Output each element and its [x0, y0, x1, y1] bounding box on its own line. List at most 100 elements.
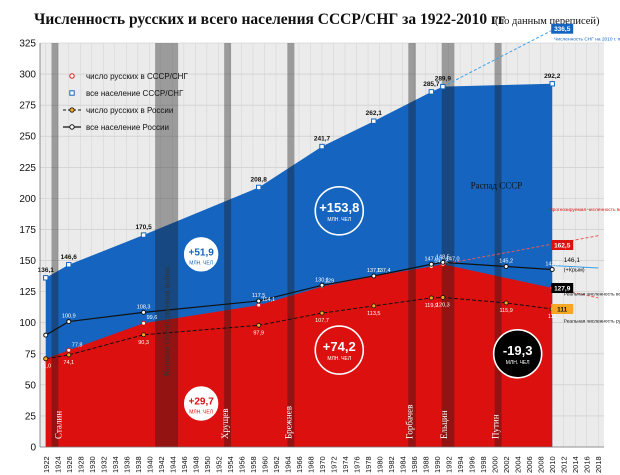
point-russians-russia: [503, 300, 509, 306]
point-russia-total: [549, 266, 555, 272]
label-russians-russia: 74,1: [63, 360, 74, 366]
projection-value: 127,9: [554, 286, 571, 293]
point-total-ussr: [549, 81, 555, 87]
label-total-ussr: 136,1: [38, 267, 55, 274]
point-russia-total: [319, 282, 325, 288]
bubble-circle: [314, 186, 365, 236]
bubble-circle: [182, 235, 220, 274]
y-tick-label: 0: [30, 443, 36, 454]
label-russia-total: 108,3: [137, 304, 151, 310]
bubble-value: +74,2: [323, 339, 356, 354]
label-total-ussr: 292,2: [544, 73, 561, 80]
x-tick-label: 1958: [249, 456, 258, 473]
point-russians-russia: [428, 295, 434, 301]
legend-marker: [69, 90, 75, 96]
era-band: [441, 43, 455, 447]
projection-value: 162,5: [554, 243, 571, 250]
x-tick-label: 2002: [502, 456, 511, 473]
label-russia-total: 100,9: [62, 314, 76, 320]
label-russia-total: 137,6: [367, 268, 381, 274]
label-russia-total: 145,2: [499, 259, 513, 265]
bubble-circle: [182, 384, 220, 423]
x-tick-label: 2012: [560, 456, 569, 473]
x-tick-label: 1932: [99, 456, 108, 473]
x-tick-label: 1984: [399, 456, 408, 473]
x-tick-label: 1976: [353, 456, 362, 473]
era-band: [155, 43, 179, 447]
x-tick-label: 1928: [76, 456, 85, 473]
bubble-unit: МЛН. ЧЕЛ: [189, 260, 213, 266]
x-tick-label: 1988: [422, 456, 431, 473]
point-total-ussr: [428, 89, 435, 95]
point-total-ussr: [255, 184, 262, 191]
projection-box: [551, 283, 574, 294]
point-russians-russia: [66, 352, 72, 358]
point-russians-ussr: [66, 347, 72, 353]
x-tick-label: 1994: [456, 456, 465, 473]
projection-value: 336,5: [554, 26, 571, 33]
x-tick-label: 2004: [514, 456, 523, 473]
leader-label: Брежнев: [283, 406, 293, 439]
era-band: [287, 43, 295, 447]
x-tick-label: 2016: [583, 456, 592, 473]
point-total-ussr: [319, 143, 325, 150]
chart-title: Численность русских и всего населения СС…: [34, 11, 505, 28]
x-tick-label: 1962: [272, 456, 281, 473]
bubble-unit: МЛН. ЧЕЛ: [327, 356, 351, 362]
x-tick-label: 1978: [364, 456, 373, 473]
x-tick-label: 1998: [479, 456, 488, 473]
y-tick-label: 50: [25, 380, 37, 391]
x-tick-label: 1924: [53, 456, 62, 473]
point-russia-total: [141, 309, 147, 315]
label-russians-ussr: 129: [325, 279, 334, 285]
label-russians-russia: 71,0: [40, 364, 51, 370]
point-russia-total: [428, 261, 434, 267]
x-tick-label: 1948: [191, 456, 200, 473]
label-russia-total: 130,1: [315, 277, 329, 283]
x-tick-label: 2000: [491, 456, 500, 473]
point-russians-russia: [141, 332, 146, 338]
point-russia-total: [66, 319, 72, 325]
bubble-value: +153,8: [319, 200, 359, 215]
x-tick-label: 1950: [203, 456, 212, 473]
y-tick-label: 275: [19, 101, 36, 112]
x-tick-label: 1942: [157, 456, 166, 473]
x-tick-label: 1964: [283, 456, 292, 473]
leader-label: Ельцин: [439, 410, 449, 439]
label-russia-total: 117,5: [252, 293, 265, 299]
point-russians-ussr: [256, 302, 262, 308]
label-russians-ussr: 147,0: [446, 256, 460, 262]
leader-label: Горбачев: [404, 405, 414, 439]
projection-text: Численность СНГ на 2010 г. по прогнозу Г…: [554, 37, 620, 43]
collapse-label: Распад СССР: [471, 180, 523, 190]
point-russians-russia: [256, 322, 262, 328]
x-tick-label: 1930: [88, 456, 97, 473]
y-tick-label: 250: [19, 132, 36, 143]
label-russians-russia: 115,9: [499, 308, 512, 314]
x-tick-label: 1934: [111, 456, 120, 473]
label-total-ussr: 262,1: [366, 110, 383, 117]
y-tick-label: 75: [25, 349, 37, 360]
label-russians-russia: 113,5: [367, 311, 380, 317]
label-total-ussr: 289,9: [435, 76, 452, 83]
era-band: [224, 43, 232, 447]
era-band: [51, 43, 59, 447]
legend-label: все население СССР/СНГ: [86, 89, 184, 98]
label-russians-russia: 119,9: [425, 303, 438, 309]
bubble-value: -19,3: [503, 343, 533, 358]
label-russia-total: 147,0: [424, 256, 438, 262]
area-russians-ussr: [45, 264, 553, 447]
point-russia-total: [43, 332, 49, 338]
projection-text: Реальная численность русских в России на…: [564, 319, 620, 325]
line-russians-russia: [45, 296, 553, 360]
x-tick-label: 1980: [376, 456, 385, 473]
label-total-ussr: 241,7: [314, 136, 331, 143]
x-tick-label: 2018: [594, 456, 603, 473]
bubble-circle: [314, 325, 365, 375]
x-tick-label: 1974: [341, 456, 350, 473]
label-russians-russia: 120,3: [436, 302, 450, 308]
x-tick-label: 1936: [122, 456, 131, 473]
bubble-circle: [492, 328, 543, 379]
point-total-ussr: [140, 232, 147, 238]
